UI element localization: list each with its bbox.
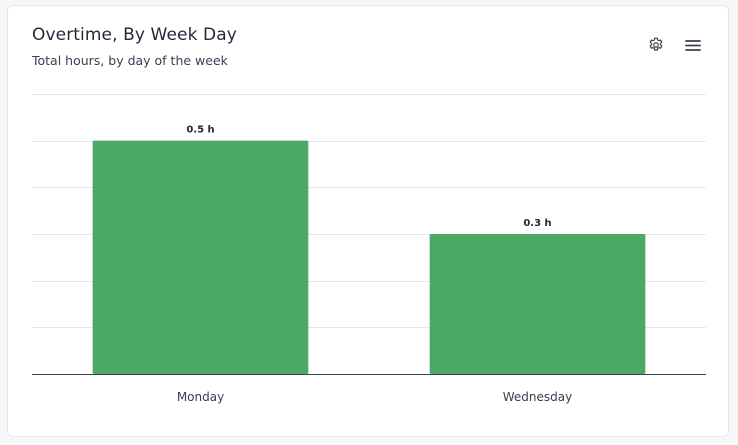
chart-subtitle: Total hours, by day of the week: [32, 53, 228, 68]
bar-value-label: 0.3 h: [523, 218, 551, 229]
bar: [429, 234, 646, 374]
chart-card: Overtime, By Week Day Total hours, by da…: [7, 5, 729, 437]
bar: [92, 140, 309, 374]
x-tick-label: Monday: [177, 390, 224, 404]
gear-icon: [647, 36, 665, 54]
bar-chart: 0.5 h Monday 0.3 h Wednesday: [32, 94, 706, 404]
menu-button[interactable]: [682, 34, 704, 56]
chart-title: Overtime, By Week Day: [32, 25, 237, 45]
x-tick-label: Wednesday: [503, 390, 572, 404]
settings-button[interactable]: [645, 34, 667, 56]
bar-value-label: 0.5 h: [186, 125, 214, 136]
hamburger-menu-icon: [684, 36, 702, 54]
